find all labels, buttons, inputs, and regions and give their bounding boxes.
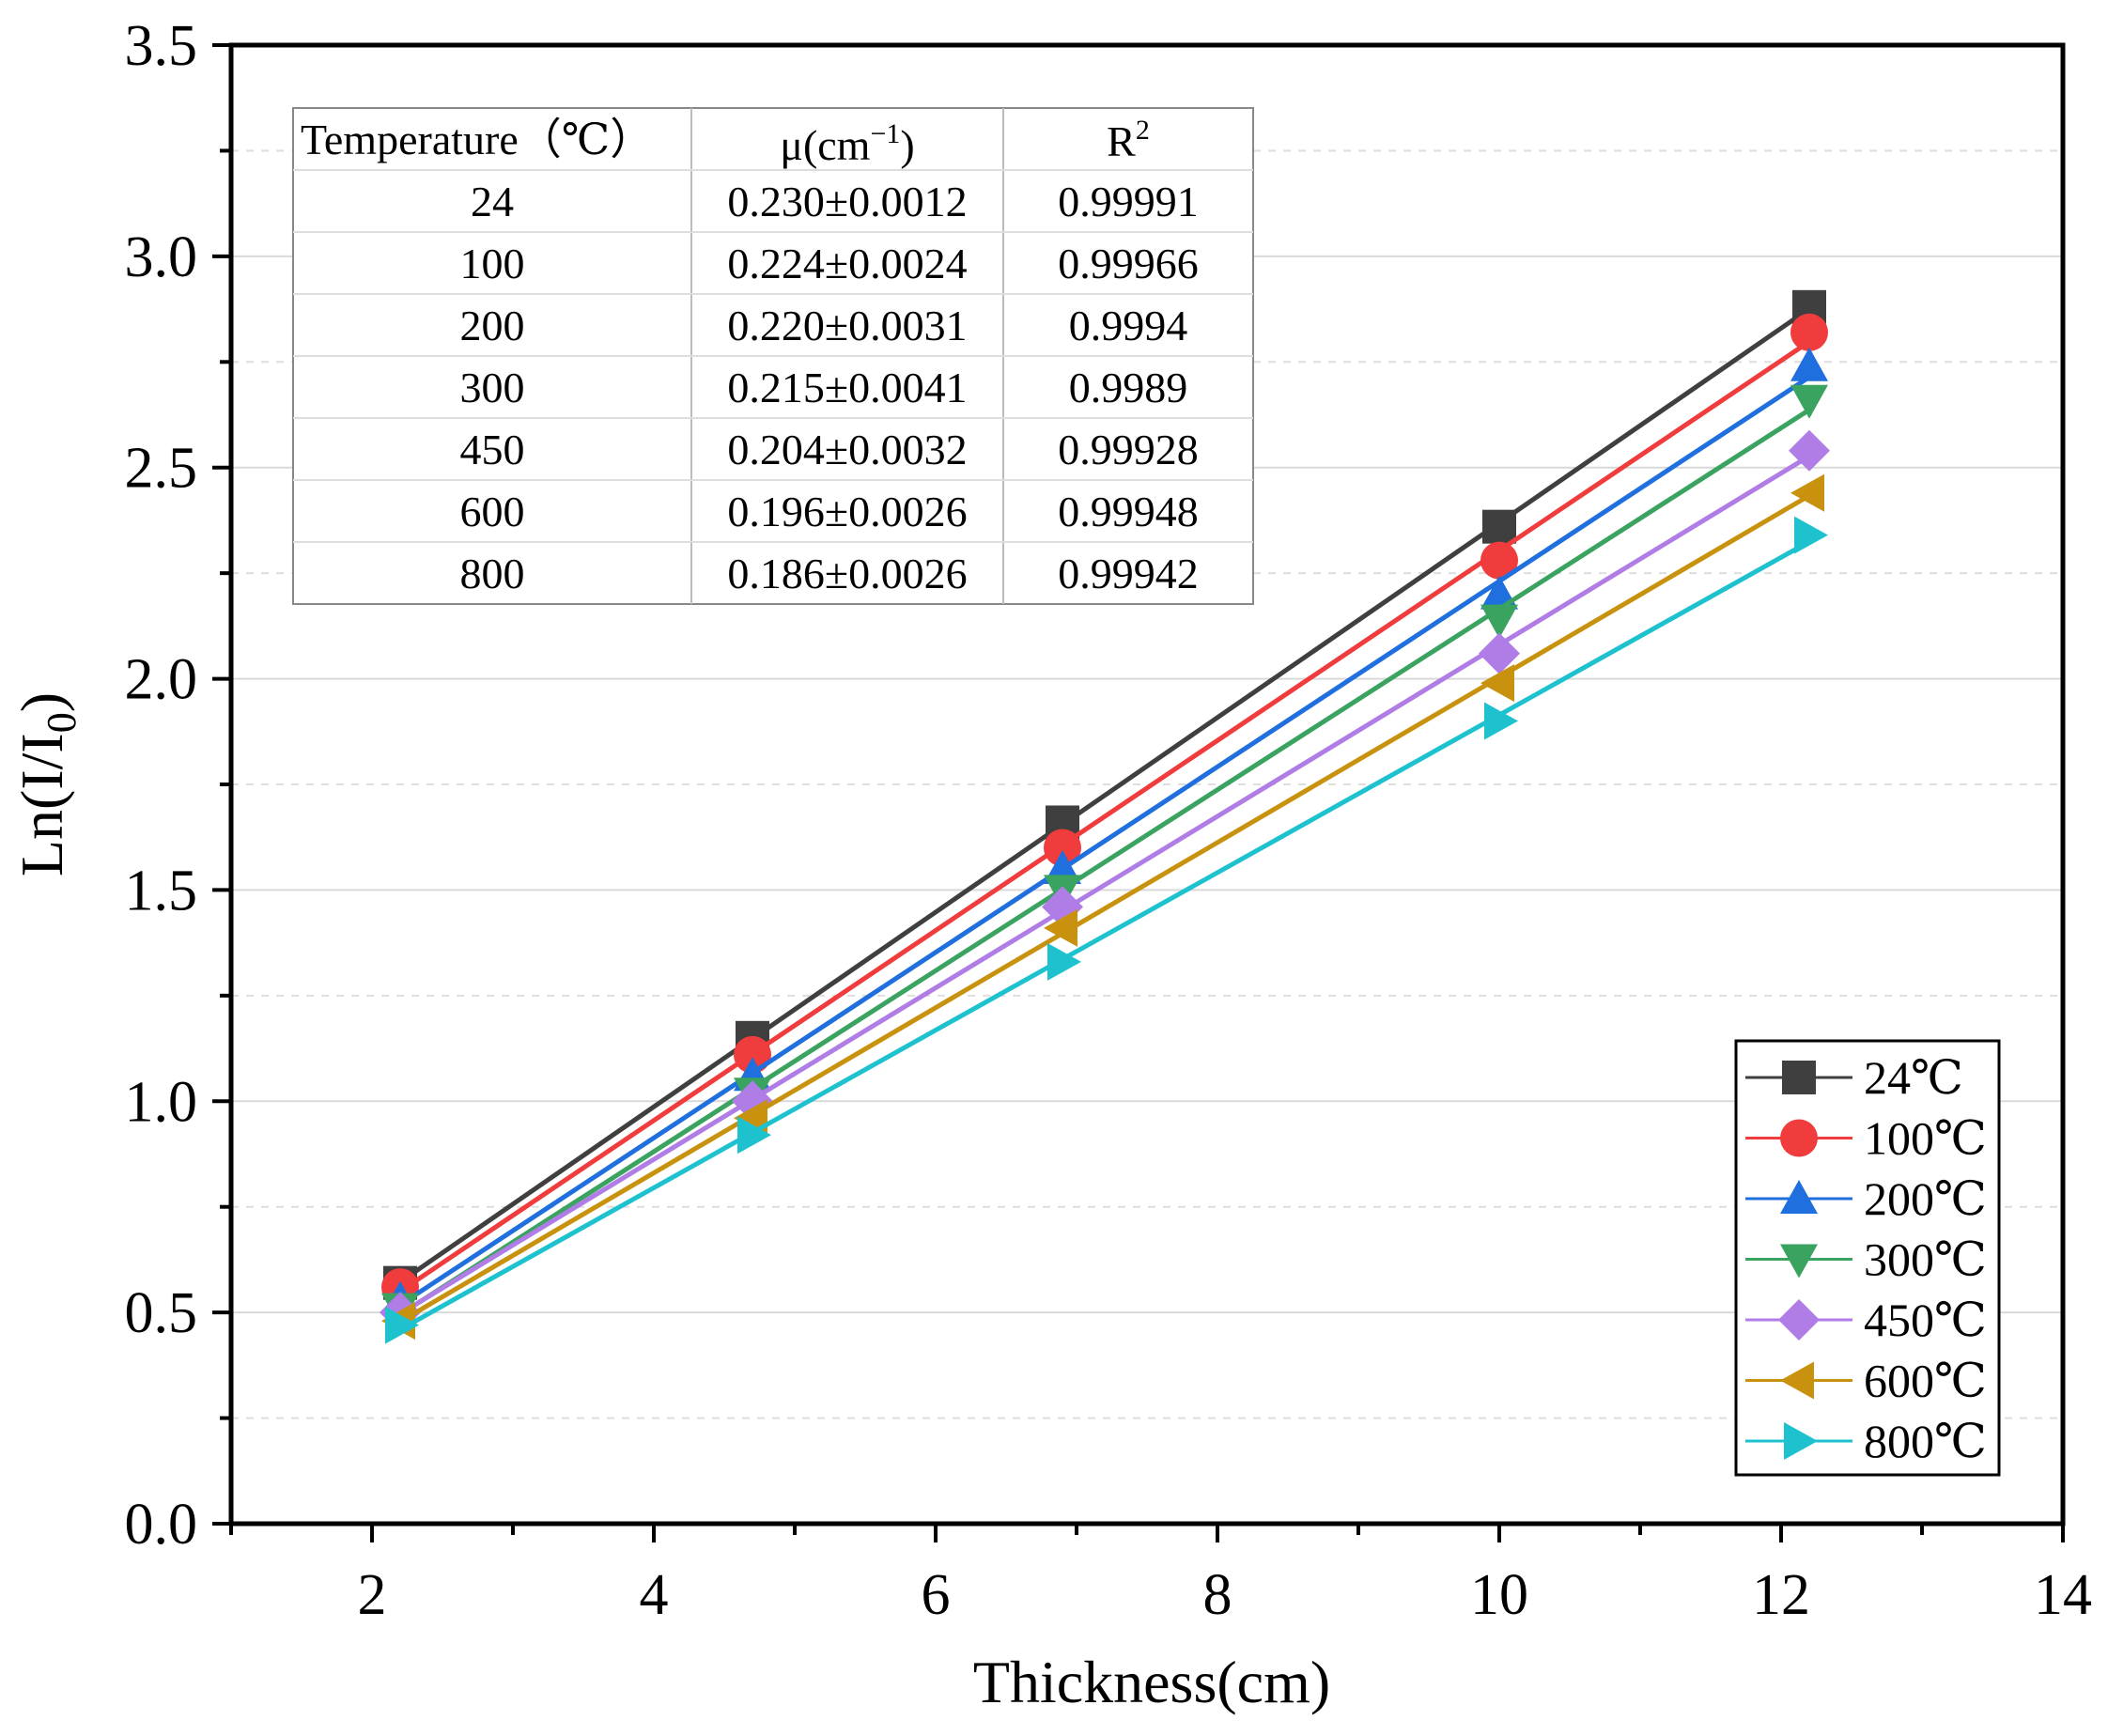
legend-item: 600℃ — [1745, 1355, 1987, 1407]
table-cell: 0.9989 — [1069, 364, 1188, 411]
y-tick-label: 1.5 — [125, 859, 198, 922]
x-tick-label: 6 — [922, 1563, 951, 1627]
data-point — [1480, 541, 1518, 580]
plot-series — [380, 289, 1830, 1344]
x-tick-label: 10 — [1470, 1563, 1528, 1627]
table-cell: 0.220±0.0031 — [727, 302, 967, 349]
data-point — [1790, 384, 1828, 419]
table-cell: 0.204±0.0032 — [727, 426, 967, 473]
table-cell: 200 — [460, 302, 525, 349]
table-header-mu: μ(cm−1) — [780, 118, 914, 169]
y-tick-label: 0.0 — [125, 1493, 198, 1557]
data-point — [1484, 702, 1518, 740]
x-axis-title: Thickness(cm) — [973, 1649, 1330, 1715]
legend-label: 800℃ — [1864, 1415, 1987, 1467]
data-point — [1480, 664, 1514, 703]
table-cell: 0.230±0.0012 — [727, 178, 967, 225]
y-axis-title: Ln(I/I0) — [8, 692, 85, 876]
series-line — [398, 539, 1811, 1332]
y-tick-label: 1.0 — [125, 1070, 198, 1134]
series-line — [398, 408, 1811, 1317]
x-tick-label: 8 — [1203, 1563, 1232, 1627]
axes: 2 4 6 8 10 12 140.00.51.01.52.02.53.03.5Thickn… — [8, 14, 2092, 1715]
data-point — [1044, 908, 1077, 947]
series-line — [398, 339, 1811, 1294]
data-point — [1790, 313, 1828, 351]
data-point — [1794, 516, 1828, 554]
x-tick-label: 4 — [640, 1563, 669, 1627]
table-cell: 0.99991 — [1058, 178, 1199, 225]
legend-marker — [1782, 1061, 1816, 1094]
data-point — [385, 1306, 419, 1344]
data-point — [1789, 429, 1830, 472]
table-cell: 0.99948 — [1058, 488, 1199, 535]
table-cell: 450 — [460, 426, 525, 473]
table-cell: 0.9994 — [1069, 302, 1188, 349]
table-header-r2: R2 — [1107, 115, 1150, 165]
x-tick-label: 14 — [2034, 1563, 2092, 1627]
y-tick-label: 3.5 — [125, 14, 198, 78]
y-tick-label: 0.5 — [125, 1281, 198, 1345]
table-header-temperature: Temperature（℃） — [301, 116, 653, 163]
legend-marker — [1780, 1361, 1814, 1400]
table-cell: 24 — [471, 178, 514, 225]
legend-label: 300℃ — [1864, 1233, 1987, 1286]
legend-label: 600℃ — [1864, 1355, 1987, 1407]
legend-item: 200℃ — [1745, 1172, 1987, 1225]
table-cell: 0.215±0.0041 — [727, 364, 967, 411]
legend-marker — [1780, 1119, 1818, 1157]
series-line — [398, 454, 1811, 1316]
y-tick-label: 2.5 — [125, 437, 198, 501]
data-point — [1479, 632, 1520, 674]
legend-label: 24℃ — [1864, 1051, 1963, 1104]
table-cell: 300 — [460, 364, 525, 411]
data-point — [1482, 509, 1516, 544]
y-tick-label: 3.0 — [125, 225, 198, 289]
table-cell: 0.186±0.0026 — [727, 550, 967, 597]
legend-label: 200℃ — [1864, 1172, 1987, 1225]
legend: 24℃ 100℃ 200℃ 300℃ 450℃ 600℃ 800℃ — [1734, 1039, 2001, 1477]
table-cell: 0.224±0.0024 — [727, 240, 967, 287]
data-point — [1790, 347, 1828, 381]
series-4 — [380, 429, 1830, 1334]
legend-item: 450℃ — [1745, 1294, 1987, 1346]
legend-marker — [1780, 1244, 1818, 1279]
x-tick-label: 2 — [358, 1563, 387, 1627]
series-line — [398, 306, 1811, 1284]
table-cell: 0.99942 — [1058, 550, 1199, 597]
legend-label: 100℃ — [1864, 1112, 1987, 1165]
data-point — [1480, 604, 1518, 639]
data-point — [1044, 829, 1081, 867]
legend-label: 450℃ — [1864, 1294, 1987, 1346]
table-cell: 0.99966 — [1058, 240, 1199, 287]
y-tick-label: 2.0 — [125, 648, 198, 712]
legend-marker — [1784, 1422, 1818, 1460]
data-point — [1047, 942, 1081, 981]
table-cell: 100 — [460, 240, 525, 287]
table-cell: 0.196±0.0026 — [727, 488, 967, 535]
legend-item: 800℃ — [1745, 1415, 1987, 1467]
legend-marker — [1778, 1299, 1820, 1341]
data-point — [737, 1116, 771, 1155]
series-6 — [385, 516, 1828, 1344]
legend-marker — [1780, 1180, 1818, 1214]
x-tick-label: 12 — [1752, 1563, 1810, 1627]
data-point — [1790, 473, 1824, 512]
table-cell: 600 — [460, 488, 525, 535]
legend-item: 100℃ — [1745, 1112, 1987, 1165]
series-line — [398, 493, 1811, 1325]
table-cell: 0.99928 — [1058, 426, 1199, 473]
table-cell: 800 — [460, 550, 525, 597]
svg-text:Ln(I/I0): Ln(I/I0) — [8, 692, 85, 876]
legend-item: 24℃ — [1745, 1051, 1963, 1104]
legend-item: 300℃ — [1745, 1233, 1987, 1286]
fit-table: Temperature（℃） μ(cm−1) R2 24 0.230±0.0012 0.9… — [292, 107, 1254, 605]
series-line — [398, 375, 1811, 1308]
